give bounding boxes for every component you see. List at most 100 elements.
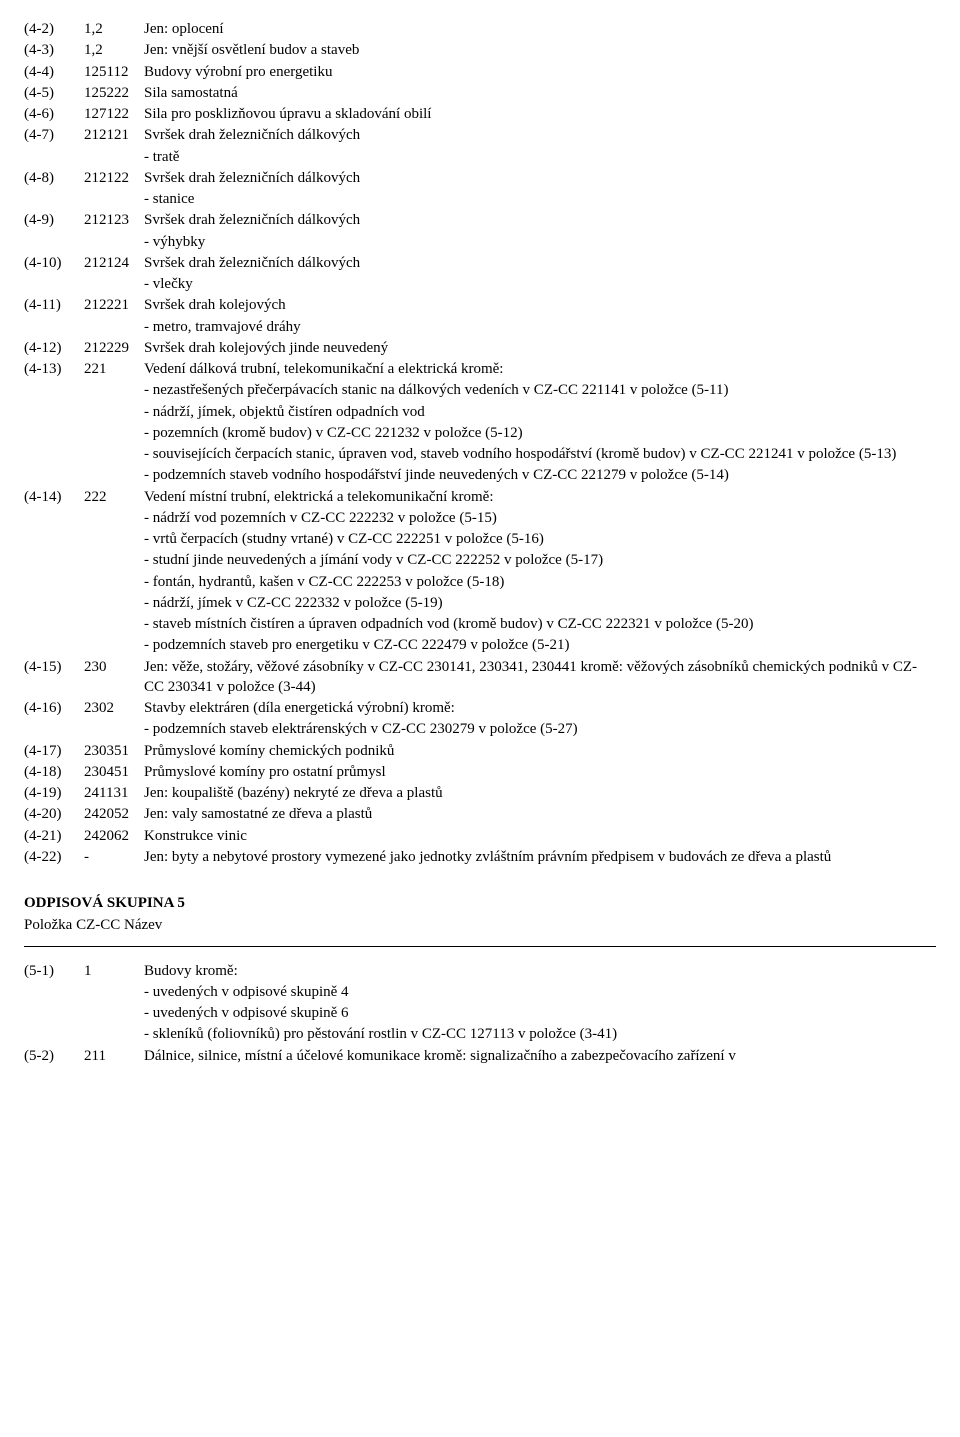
item-id: (4-10) xyxy=(24,253,84,273)
table-row: (4-15)230Jen: věže, stožáry, věžové záso… xyxy=(24,657,936,698)
item-text: - vlečky xyxy=(144,274,936,294)
item-text: - nádrží, jímek, objektů čistíren odpadn… xyxy=(144,402,936,422)
item-id: (4-2) xyxy=(24,19,84,39)
item-code: 212229 xyxy=(84,338,144,358)
table-row: - nádrží, jímek v CZ-CC 222332 v položce… xyxy=(24,593,936,613)
item-text: Sila pro posklizňovou úpravu a skladován… xyxy=(144,104,936,124)
item-id: (4-16) xyxy=(24,698,84,718)
item-text: - tratě xyxy=(144,147,936,167)
divider xyxy=(24,946,936,947)
item-text: Vedení místní trubní, elektrická a telek… xyxy=(144,487,936,507)
table-row: (4-6)127122Sila pro posklizňovou úpravu … xyxy=(24,104,936,124)
table-row: (4-4)125112Budovy výrobní pro energetiku xyxy=(24,62,936,82)
table-row: (4-14)222Vedení místní trubní, elektrick… xyxy=(24,487,936,507)
item-text: Budovy výrobní pro energetiku xyxy=(144,62,936,82)
item-id: (4-11) xyxy=(24,295,84,315)
item-text: Jen: vnější osvětlení budov a staveb xyxy=(144,40,936,60)
item-text: Průmyslové komíny pro ostatní průmysl xyxy=(144,762,936,782)
item-code: - xyxy=(84,847,144,867)
item-text: Budovy kromě: xyxy=(144,961,936,981)
group-4-table: (4-2)1,2Jen: oplocení(4-3)1,2Jen: vnější… xyxy=(24,19,936,867)
item-id: (4-18) xyxy=(24,762,84,782)
table-row: - výhybky xyxy=(24,232,936,252)
item-code: 222 xyxy=(84,487,144,507)
item-text: - podzemních staveb vodního hospodářství… xyxy=(144,465,936,485)
item-text: - nezastřešených přečerpávacích stanic n… xyxy=(144,380,936,400)
table-row: - studní jinde neuvedených a jímání vody… xyxy=(24,550,936,570)
item-text: Dálnice, silnice, místní a účelové komun… xyxy=(144,1046,936,1066)
item-text: - pozemních (kromě budov) v CZ-CC 221232… xyxy=(144,423,936,443)
group-5-heading: ODPISOVÁ SKUPINA 5 xyxy=(24,893,936,913)
item-id: (5-1) xyxy=(24,961,84,981)
item-code: 212121 xyxy=(84,125,144,145)
item-text: Jen: věže, stožáry, věžové zásobníky v C… xyxy=(144,657,936,698)
item-text: - výhybky xyxy=(144,232,936,252)
table-row: - vlečky xyxy=(24,274,936,294)
item-text: Svršek drah kolejových jinde neuvedený xyxy=(144,338,936,358)
item-text: Svršek drah železničních dálkových xyxy=(144,125,936,145)
item-id: (4-14) xyxy=(24,487,84,507)
table-row: - podzemních staveb vodního hospodářství… xyxy=(24,465,936,485)
item-id: (4-9) xyxy=(24,210,84,230)
item-code: 1,2 xyxy=(84,40,144,60)
table-row: (5-2)211Dálnice, silnice, místní a účelo… xyxy=(24,1046,936,1066)
group-5-table: (5-1)1Budovy kromě:- uvedených v odpisov… xyxy=(24,961,936,1066)
item-id: (4-7) xyxy=(24,125,84,145)
table-row: (4-18)230451Průmyslové komíny pro ostatn… xyxy=(24,762,936,782)
item-code: 125222 xyxy=(84,83,144,103)
table-row: (4-7)212121Svršek drah železničních dálk… xyxy=(24,125,936,145)
table-row: - nádrží vod pozemních v CZ-CC 222232 v … xyxy=(24,508,936,528)
item-id: (4-20) xyxy=(24,804,84,824)
table-row: (4-16)2302Stavby elektráren (díla energe… xyxy=(24,698,936,718)
item-code: 212123 xyxy=(84,210,144,230)
item-text: - staveb místních čistíren a úpraven odp… xyxy=(144,614,936,634)
item-id: (4-17) xyxy=(24,741,84,761)
table-row: - uvedených v odpisové skupině 4 xyxy=(24,982,936,1002)
item-code: 242052 xyxy=(84,804,144,824)
table-row: - nezastřešených přečerpávacích stanic n… xyxy=(24,380,936,400)
item-text: - souvisejících čerpacích stanic, úprave… xyxy=(144,444,936,464)
table-row: (4-10)212124Svršek drah železničních dál… xyxy=(24,253,936,273)
table-row: - metro, tramvajové dráhy xyxy=(24,317,936,337)
item-text: Jen: valy samostatné ze dřeva a plastů xyxy=(144,804,936,824)
table-row: (4-19)241131Jen: koupaliště (bazény) nek… xyxy=(24,783,936,803)
table-row: - skleníků (foliovníků) pro pěstování ro… xyxy=(24,1024,936,1044)
item-text: - nádrží vod pozemních v CZ-CC 222232 v … xyxy=(144,508,936,528)
table-row: - souvisejících čerpacích stanic, úprave… xyxy=(24,444,936,464)
item-id: (5-2) xyxy=(24,1046,84,1066)
item-text: Svršek drah kolejových xyxy=(144,295,936,315)
table-row: (4-22)-Jen: byty a nebytové prostory vym… xyxy=(24,847,936,867)
item-code: 1,2 xyxy=(84,19,144,39)
table-row: - podzemních staveb pro energetiku v CZ-… xyxy=(24,635,936,655)
item-code: 2302 xyxy=(84,698,144,718)
item-code: 241131 xyxy=(84,783,144,803)
item-code: 242062 xyxy=(84,826,144,846)
item-code: 221 xyxy=(84,359,144,379)
item-text: - fontán, hydrantů, kašen v CZ-CC 222253… xyxy=(144,572,936,592)
item-id: (4-6) xyxy=(24,104,84,124)
table-row: (4-12)212229Svršek drah kolejových jinde… xyxy=(24,338,936,358)
item-code: 230451 xyxy=(84,762,144,782)
item-code: 230 xyxy=(84,657,144,677)
table-row: - stanice xyxy=(24,189,936,209)
item-text: Jen: koupaliště (bazény) nekryté ze dřev… xyxy=(144,783,936,803)
item-id: (4-12) xyxy=(24,338,84,358)
table-row: (4-20)242052Jen: valy samostatné ze dřev… xyxy=(24,804,936,824)
table-row: - staveb místních čistíren a úpraven odp… xyxy=(24,614,936,634)
item-text: - uvedených v odpisové skupině 4 xyxy=(144,982,936,1002)
item-text: Vedení dálková trubní, telekomunikační a… xyxy=(144,359,936,379)
item-text: - nádrží, jímek v CZ-CC 222332 v položce… xyxy=(144,593,936,613)
item-code: 230351 xyxy=(84,741,144,761)
table-row: (4-21)242062Konstrukce vinic xyxy=(24,826,936,846)
item-id: (4-8) xyxy=(24,168,84,188)
table-row: (5-1)1Budovy kromě: xyxy=(24,961,936,981)
item-text: - podzemních staveb pro energetiku v CZ-… xyxy=(144,635,936,655)
item-id: (4-21) xyxy=(24,826,84,846)
item-text: Svršek drah železničních dálkových xyxy=(144,253,936,273)
item-id: (4-22) xyxy=(24,847,84,867)
item-text: - metro, tramvajové dráhy xyxy=(144,317,936,337)
table-row: (4-5)125222Sila samostatná xyxy=(24,83,936,103)
item-code: 212124 xyxy=(84,253,144,273)
item-text: Svršek drah železničních dálkových xyxy=(144,168,936,188)
item-text: - studní jinde neuvedených a jímání vody… xyxy=(144,550,936,570)
